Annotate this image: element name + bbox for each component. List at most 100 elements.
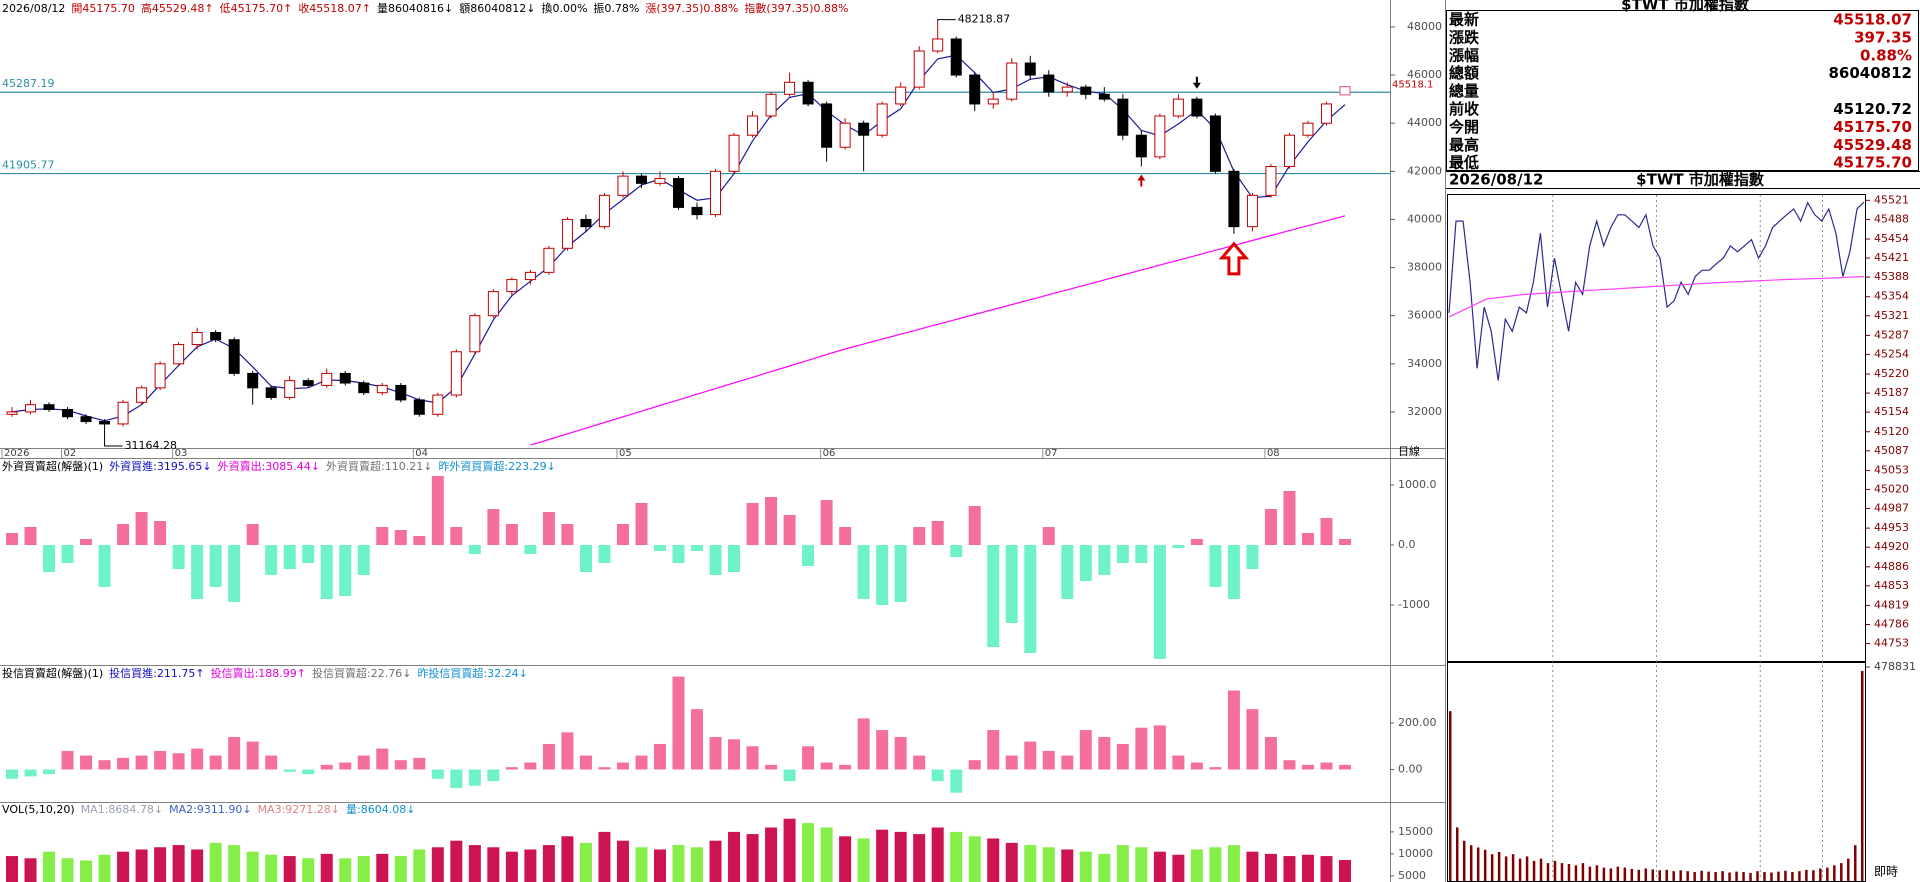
volume-bar	[228, 845, 241, 882]
candle-body	[1061, 86, 1073, 93]
bar	[339, 762, 352, 770]
bar	[209, 545, 222, 587]
info-item: MA3:9271.28↓	[258, 803, 340, 816]
bar	[80, 539, 93, 545]
volume-bar	[635, 847, 648, 882]
intraday-volume-bar	[1833, 865, 1836, 881]
y-tick-label: 1000.0	[1398, 478, 1437, 491]
intraday-volume-bar	[1553, 860, 1557, 881]
bar	[968, 506, 981, 545]
candle-body	[969, 74, 981, 105]
intraday-volume-bar	[1735, 871, 1738, 881]
volume-bar	[1172, 854, 1185, 882]
intraday-title: $TWT 市加權指數	[1636, 171, 1765, 189]
panel-title: VOL(5,10,20)	[2, 803, 75, 816]
y-tick-label: 45488	[1874, 212, 1909, 225]
bar	[1264, 509, 1277, 545]
y-tick-label: 36000	[1407, 309, 1442, 322]
volume-bar	[1283, 856, 1296, 882]
volume-bar	[191, 849, 204, 882]
volume-bar	[542, 845, 555, 882]
bar	[357, 755, 370, 770]
bar	[616, 762, 629, 770]
y-tick-label: 5000	[1398, 869, 1426, 882]
bar	[61, 545, 74, 563]
quote-label: 前收	[1449, 100, 1479, 118]
intraday-volume-bar	[1770, 872, 1773, 881]
bar	[1264, 736, 1277, 770]
quote-label: 最高	[1449, 136, 1479, 154]
info-item: 昨外資買賣超:223.29↓	[438, 459, 555, 473]
bar	[505, 767, 518, 770]
candle-body	[450, 351, 462, 396]
intraday-volume-bar	[1700, 870, 1703, 881]
panel-title: 外資買賣超(解盤)(1)	[2, 459, 103, 473]
bar	[1153, 725, 1166, 770]
candle-body	[858, 122, 870, 136]
quote-value: 397.35	[1854, 28, 1912, 46]
volume-bar	[24, 858, 37, 882]
info-item: 指數(397.35)0.88%	[744, 1, 848, 15]
volume-bar	[283, 856, 296, 882]
intraday-volume-bar	[1504, 856, 1508, 881]
volume-bar	[468, 845, 481, 882]
bar	[746, 503, 759, 545]
candle-body	[1246, 194, 1258, 228]
low-label: 31164.28	[125, 439, 178, 452]
quote-value: 0.88%	[1860, 46, 1912, 64]
volume-bar	[431, 847, 444, 882]
info-item: MA1:8684.78↓	[81, 803, 163, 816]
reference-label: 41905.77	[2, 159, 55, 172]
bar	[135, 512, 148, 545]
reference-label: 45287.19	[2, 77, 55, 90]
candle-body	[376, 384, 388, 394]
y-tick-label: 15000	[1398, 825, 1433, 838]
volume-bar	[357, 856, 370, 882]
candle-body	[524, 271, 536, 281]
candle-body	[747, 115, 759, 136]
volume-bar	[653, 849, 666, 882]
bar	[1209, 767, 1222, 770]
bar	[1135, 727, 1148, 770]
quote-label: 最低	[1449, 154, 1479, 172]
volume-bar	[80, 860, 93, 882]
volume-bar	[117, 851, 130, 882]
y-tick-label: 38000	[1407, 261, 1442, 274]
intraday-volume-bar	[1861, 670, 1864, 881]
intraday-volume-bar	[1777, 871, 1780, 881]
intraday-volume-bar	[1609, 868, 1613, 881]
candle-body	[395, 384, 407, 401]
y-tick-label: 42000	[1407, 164, 1442, 177]
bar	[172, 753, 185, 770]
intraday-line	[1448, 275, 1865, 318]
bar	[709, 736, 722, 770]
bar	[616, 524, 629, 545]
volume-bar	[913, 834, 926, 882]
volume-bar	[987, 838, 1000, 882]
y-tick-label: 34000	[1407, 357, 1442, 370]
bar	[876, 730, 889, 770]
volume-bar	[1209, 847, 1222, 882]
bar	[468, 769, 481, 786]
candle-body	[506, 279, 518, 293]
quote-label: 總額	[1449, 64, 1479, 82]
bar	[302, 545, 315, 563]
bar	[968, 760, 981, 770]
volume-bar	[505, 851, 518, 882]
volume-bar	[672, 845, 685, 882]
bar	[228, 545, 241, 602]
y-tick-label: 45187	[1874, 386, 1909, 399]
candle-body	[487, 291, 499, 317]
candle-body	[1283, 134, 1295, 167]
volume-bar	[1024, 845, 1037, 882]
x-tick-label: 03	[175, 448, 188, 459]
y-tick-label: -1000	[1398, 598, 1430, 611]
intraday-volume-bar	[1525, 856, 1529, 881]
intraday-volume-bar	[1714, 872, 1717, 881]
bar	[1227, 690, 1240, 770]
intraday-volume-bar	[1581, 863, 1585, 881]
y-tick-label: 44987	[1874, 502, 1909, 515]
bar	[1005, 545, 1018, 623]
